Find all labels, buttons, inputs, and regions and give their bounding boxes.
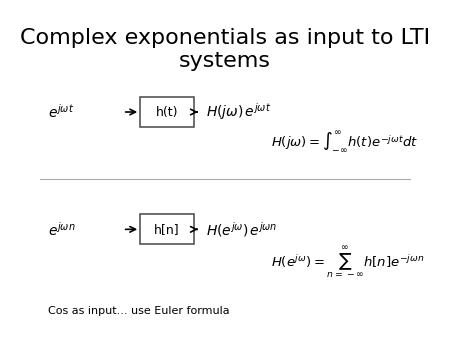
- Text: Cos as input... use Euler formula: Cos as input... use Euler formula: [48, 307, 229, 316]
- Text: h[n]: h[n]: [154, 223, 180, 236]
- FancyBboxPatch shape: [140, 97, 194, 127]
- Text: $H(j\omega)\, e^{j\omega t}$: $H(j\omega)\, e^{j\omega t}$: [206, 101, 271, 122]
- Text: Complex exponentials as input to LTI
systems: Complex exponentials as input to LTI sys…: [20, 28, 430, 71]
- Text: $H(e^{j\omega}) = \sum_{n=-\infty}^{\infty} h[n]e^{-j\omega n}$: $H(e^{j\omega}) = \sum_{n=-\infty}^{\inf…: [271, 245, 425, 281]
- Text: $H(j\omega) = \int_{-\infty}^{\infty} h(t)e^{-j\omega t}dt$: $H(j\omega) = \int_{-\infty}^{\infty} h(…: [271, 129, 418, 155]
- Text: $H(e^{j\omega})\, e^{j\omega n}$: $H(e^{j\omega})\, e^{j\omega n}$: [206, 220, 277, 239]
- FancyBboxPatch shape: [140, 214, 194, 244]
- Text: $e^{j\omega n}$: $e^{j\omega n}$: [48, 220, 75, 238]
- Text: $e^{j\omega t}$: $e^{j\omega t}$: [48, 103, 74, 121]
- Text: h(t): h(t): [156, 105, 178, 119]
